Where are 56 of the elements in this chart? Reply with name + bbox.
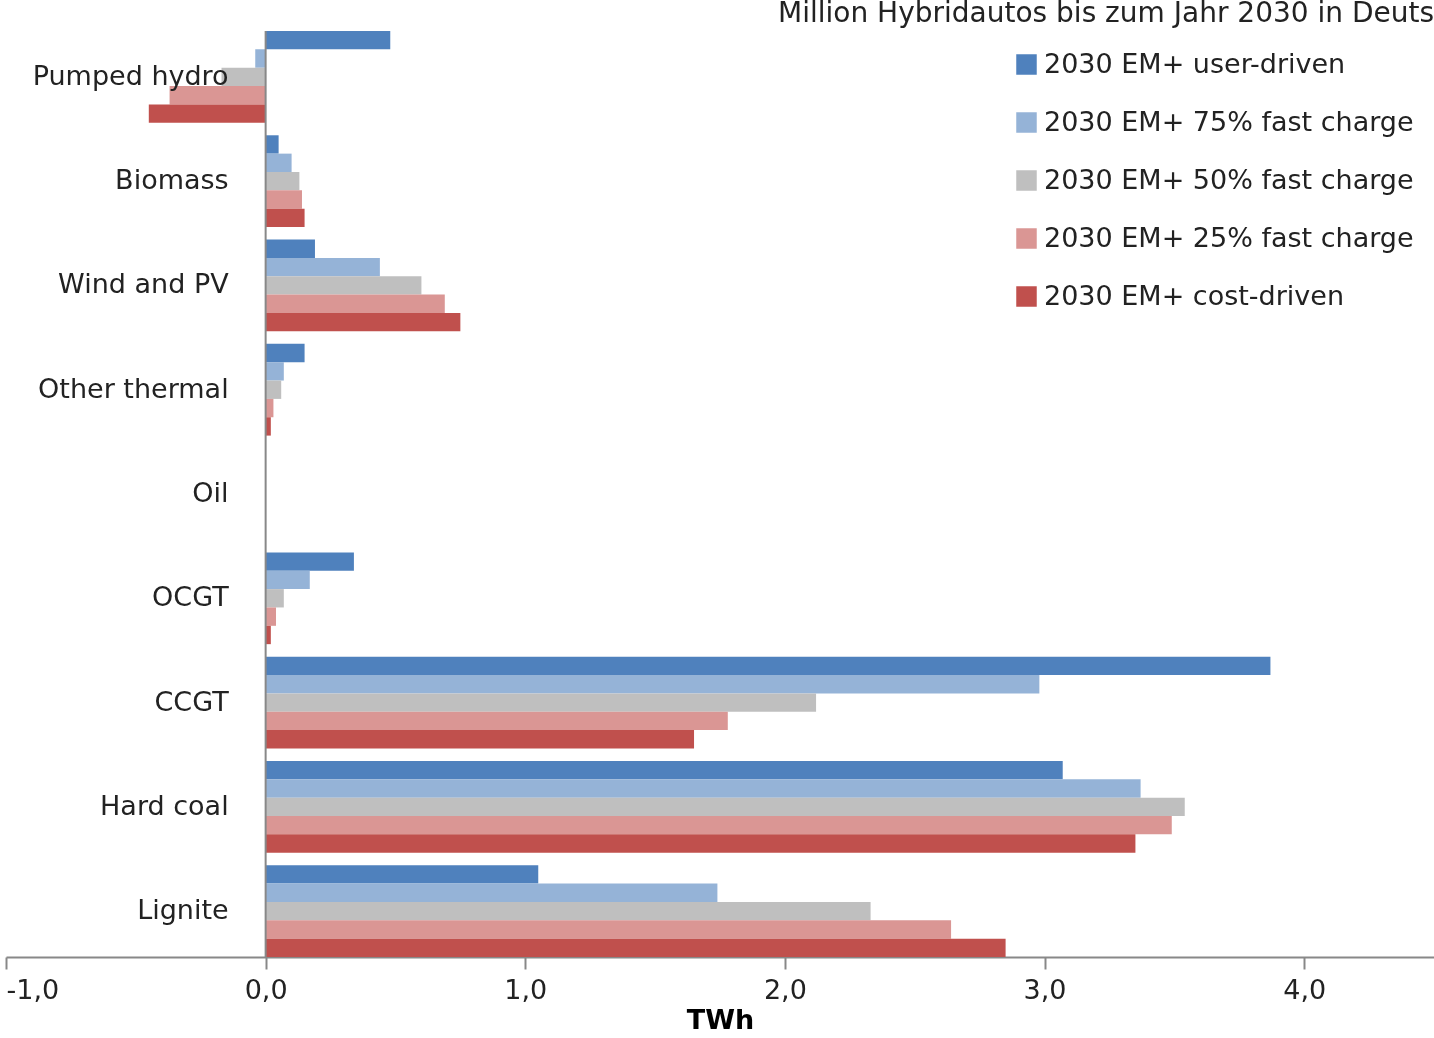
y-tick-label: CCGT — [154, 685, 230, 717]
bar — [265, 901, 871, 921]
x-tick-label: 1,0 — [504, 973, 548, 1005]
legend-label: 2030 EM+ 25% fast charge — [1044, 221, 1414, 253]
legend-label: 2030 EM+ 75% fast charge — [1044, 105, 1414, 137]
bar — [265, 362, 284, 381]
x-axis-title: TWh — [686, 1003, 755, 1035]
bar — [265, 816, 1172, 835]
bar — [265, 760, 1063, 780]
y-tick-label: Oil — [192, 477, 229, 508]
x-tick-label: 4,0 — [1283, 973, 1327, 1005]
bar — [265, 153, 292, 172]
y-tick-label: Wind and PV — [58, 268, 230, 300]
chart-title: Million Hybridautos bis zum Jahr 2030 in Deuts — [778, 0, 1434, 29]
y-tick-label: Lignite — [137, 894, 229, 926]
bar — [265, 779, 1141, 798]
bar — [265, 171, 300, 191]
y-tick-label: Biomass — [115, 164, 229, 196]
legend-label: 2030 EM+ 50% fast charge — [1044, 163, 1414, 195]
y-tick-label: Pumped hydro — [32, 59, 229, 91]
bar — [265, 257, 380, 277]
x-tick-label: -1,0 — [6, 973, 60, 1005]
x-tick-label: 0,0 — [244, 973, 288, 1005]
bar — [148, 104, 266, 123]
x-tick-label: 2,0 — [763, 973, 807, 1005]
bar — [265, 938, 1006, 957]
bar — [265, 711, 728, 731]
y-tick-label: Hard coal — [100, 789, 229, 821]
bar — [265, 190, 302, 209]
bar — [265, 920, 952, 939]
bar — [265, 865, 539, 884]
legend-label: 2030 EM+ user-driven — [1044, 47, 1346, 79]
bar — [265, 294, 445, 313]
x-tick-label: 3,0 — [1023, 973, 1067, 1005]
bar — [265, 834, 1136, 853]
bar — [265, 607, 277, 626]
bar — [265, 730, 695, 749]
bar — [265, 208, 305, 228]
bar — [265, 276, 422, 295]
bar — [265, 675, 1040, 694]
bar — [265, 552, 354, 571]
y-tick-label: Other thermal — [38, 372, 229, 404]
y-tick-label: OCGT — [152, 581, 230, 613]
bar — [265, 883, 718, 902]
bar — [255, 49, 266, 68]
bar — [265, 693, 817, 712]
bar — [265, 343, 305, 363]
bar — [265, 312, 461, 332]
bar — [265, 135, 279, 154]
bar — [265, 239, 315, 258]
bar — [265, 31, 391, 50]
bar — [265, 797, 1185, 817]
bar — [265, 656, 1271, 676]
bar — [265, 570, 310, 590]
bar — [265, 589, 284, 608]
legend-label: 2030 EM+ cost-driven — [1044, 279, 1345, 311]
